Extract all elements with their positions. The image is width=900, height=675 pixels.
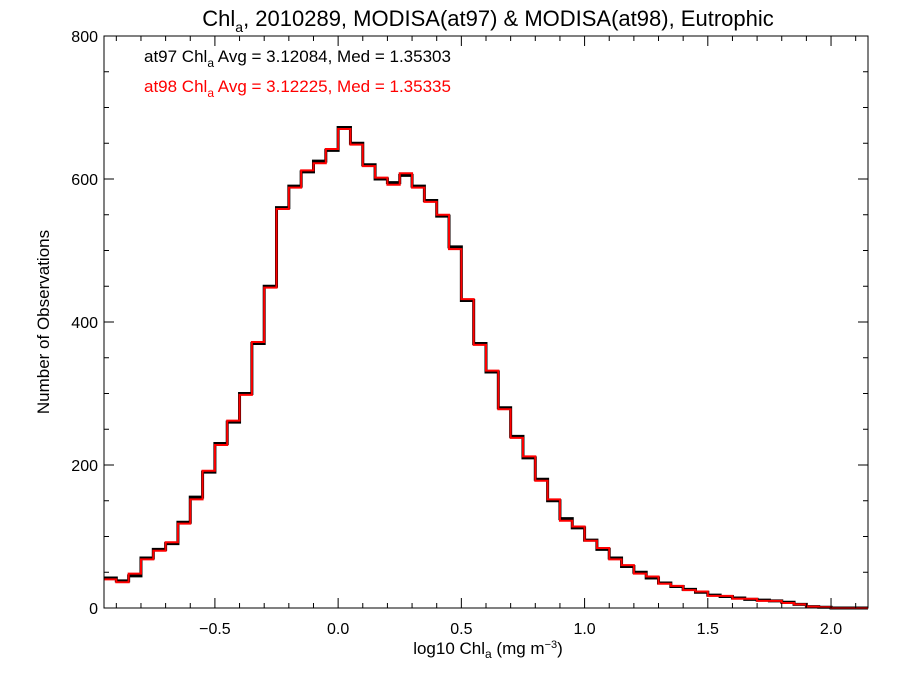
y-tick-label: 200 <box>71 458 98 475</box>
x-tick-label: 1.0 <box>573 621 595 638</box>
x-axis-label-subscript: a <box>485 647 492 661</box>
legend-entry-prefix: at97 Chl <box>144 47 207 66</box>
y-tick-label: 0 <box>89 601 98 618</box>
legend-entry: at97 Chla Avg = 3.12084, Med = 1.35303 <box>144 47 451 70</box>
y-tick-label: 600 <box>71 172 98 189</box>
chart-title-prefix: Chl <box>202 6 235 31</box>
chart-title-suffix: , 2010289, MODISA(at97) & MODISA(at98), … <box>243 6 774 31</box>
y-tick-label: 800 <box>71 29 98 46</box>
series-line-at98 <box>104 127 868 609</box>
x-tick-label: −0.5 <box>199 621 231 638</box>
chart-title: Chla, 2010289, MODISA(at97) & MODISA(at9… <box>202 6 774 35</box>
plot-frame <box>103 35 869 609</box>
y-axis-label: Number of Observations <box>34 230 53 414</box>
x-tick-label: 0.0 <box>327 621 349 638</box>
x-axis-label-end: ) <box>557 639 563 658</box>
x-tick-label: 2.0 <box>820 621 842 638</box>
legend-entry-subscript: a <box>207 56 214 70</box>
y-tick-label: 400 <box>71 315 98 332</box>
plot-area: −0.5 0.0 0.5 1.0 1.5 2.0 0 200 400 600 800 <box>71 29 869 638</box>
legend-entry: at98 Chla Avg = 3.12225, Med = 1.35335 <box>144 77 451 100</box>
chart-title-subscript: a <box>235 19 243 35</box>
x-tick-label: 1.5 <box>697 621 719 638</box>
x-axis-label-superscript: −3 <box>545 639 558 651</box>
legend-entry-suffix: Avg = 3.12225, Med = 1.35335 <box>214 77 451 96</box>
legend-entry-suffix: Avg = 3.12084, Med = 1.35303 <box>214 47 451 66</box>
legend: at97 Chla Avg = 3.12084, Med = 1.35303at… <box>144 47 451 100</box>
x-tick-label: 0.5 <box>450 621 472 638</box>
x-axis-label: log10 Chla (mg m−3) <box>413 639 563 661</box>
legend-entry-subscript: a <box>207 86 214 100</box>
legend-entry-prefix: at98 Chl <box>144 77 207 96</box>
x-axis-label-prefix: log10 Chl <box>413 639 485 658</box>
x-axis-label-middle: (mg m <box>492 639 545 658</box>
